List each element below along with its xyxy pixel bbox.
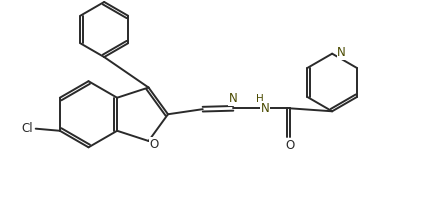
Text: H: H — [255, 94, 263, 104]
Text: N: N — [260, 102, 269, 115]
Text: N: N — [336, 46, 345, 59]
Text: O: O — [149, 138, 158, 151]
Text: Cl: Cl — [21, 122, 33, 135]
Text: N: N — [228, 93, 237, 105]
Text: O: O — [285, 139, 294, 152]
